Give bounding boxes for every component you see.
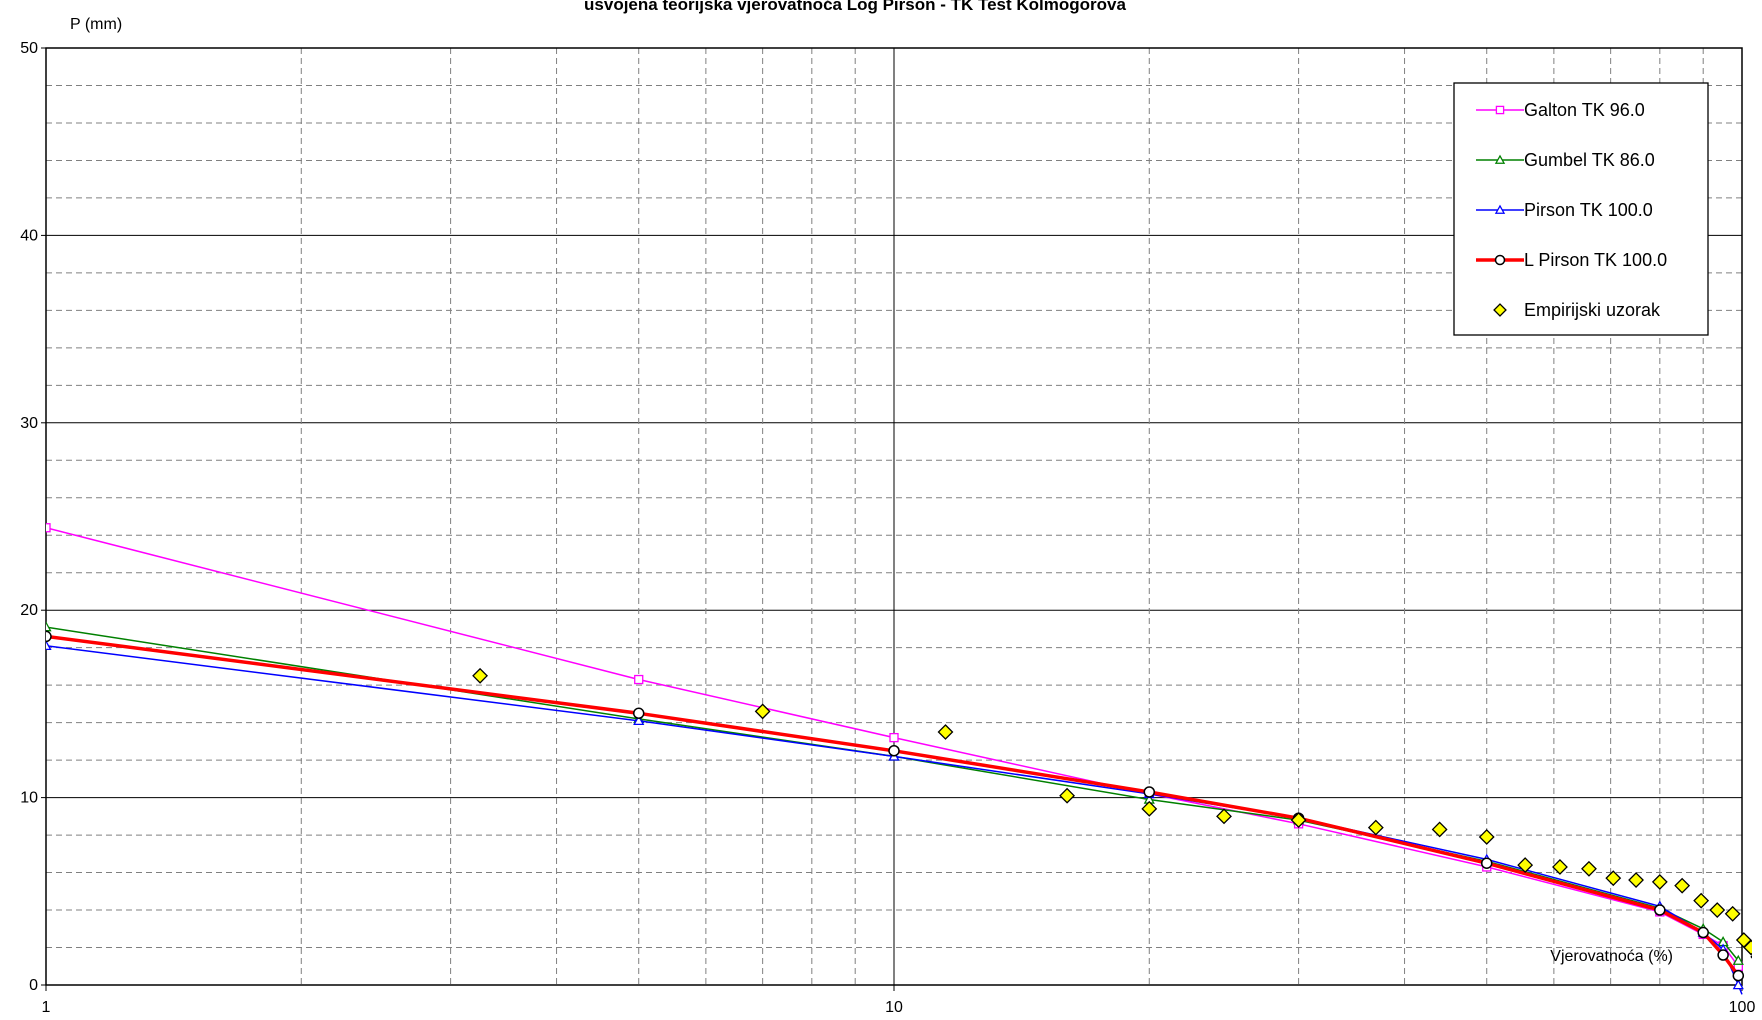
legend-label: Pirson TK 100.0: [1524, 200, 1653, 220]
y-tick-label: 20: [20, 602, 38, 619]
data-point: [1709, 902, 1726, 918]
x-axis-label: Vjerovatnoća (%): [1550, 948, 1673, 965]
chart-title: usvojena teorijska vjerovatnoća Log Pirs…: [584, 0, 1126, 14]
data-point: [1495, 105, 1505, 115]
data-point: [1732, 969, 1745, 982]
data-point: [754, 703, 771, 720]
legend-item: L Pirson TK 100.0: [1476, 250, 1667, 270]
data-point: [1494, 154, 1506, 164]
legend-label: L Pirson TK 100.0: [1524, 250, 1667, 270]
data-point: [46, 630, 52, 643]
data-point: [633, 714, 645, 726]
series-line: [46, 634, 1740, 977]
legend: Galton TK 96.0 Gumbel TK 86.0 Pirson TK 10…: [1453, 82, 1709, 336]
data-point: [1654, 904, 1666, 916]
data-point: [1697, 926, 1709, 939]
y-axis-label: P (mm): [70, 16, 122, 33]
series-4: [472, 667, 1752, 959]
data-point: [1143, 786, 1156, 798]
y-tick-label: 0: [29, 977, 38, 994]
data-point: [1724, 905, 1741, 922]
y-tick-label: 10: [20, 790, 38, 807]
data-point: [889, 732, 899, 743]
data-point: [1431, 821, 1448, 838]
data-point: [472, 667, 488, 684]
data-point: [1581, 860, 1597, 877]
data-point: [1493, 303, 1507, 317]
legend-item: Gumbel TK 86.0: [1476, 150, 1655, 170]
data-point: [634, 674, 644, 685]
data-point: [46, 523, 51, 533]
x-tick-label: 1: [42, 999, 51, 1016]
x-tick-label: 100: [1729, 999, 1756, 1016]
legend-label: Empirijski uzorak: [1524, 300, 1661, 320]
data-point: [46, 621, 52, 632]
legend-label: Gumbel TK 86.0: [1524, 150, 1655, 170]
data-point: [1674, 877, 1691, 894]
y-tick-label: 30: [20, 415, 38, 432]
data-point: [1552, 859, 1568, 875]
data-point: [1628, 872, 1644, 888]
data-point: [1651, 874, 1668, 890]
data-point: [1059, 787, 1076, 804]
data-point: [1732, 979, 1744, 990]
data-point: [1605, 870, 1622, 887]
data-point: [1717, 949, 1729, 961]
data-point: [1480, 857, 1493, 869]
data-point: [1494, 204, 1506, 214]
y-tick-label: 50: [20, 40, 38, 57]
data-point: [1732, 954, 1744, 965]
data-point: [1693, 892, 1710, 909]
data-point: [1290, 812, 1307, 829]
legend-item: Galton TK 96.0: [1476, 100, 1645, 120]
data-point: [1478, 829, 1495, 845]
data-point: [1367, 819, 1384, 836]
data-point: [1216, 808, 1232, 825]
data-point: [888, 745, 900, 757]
data-point: [1750, 955, 1752, 959]
legend-label: Galton TK 96.0: [1524, 100, 1645, 120]
legend-item: Pirson TK 100.0: [1476, 200, 1653, 220]
data-point: [937, 724, 954, 740]
data-point: [632, 707, 645, 720]
y-tick-label: 40: [20, 227, 38, 244]
legend-box: [1453, 82, 1709, 336]
legend-item: Empirijski uzorak: [1493, 300, 1661, 320]
data-point: [1517, 857, 1534, 873]
data-point: [1743, 939, 1752, 956]
axes: 0 10 20 30 40 50 1 10 100: [20, 40, 1755, 1016]
data-point: [1141, 800, 1158, 817]
series-layer: [46, 523, 1752, 995]
data-point: [46, 639, 52, 651]
x-tick-label: 10: [885, 999, 903, 1016]
data-point: [1494, 254, 1506, 266]
